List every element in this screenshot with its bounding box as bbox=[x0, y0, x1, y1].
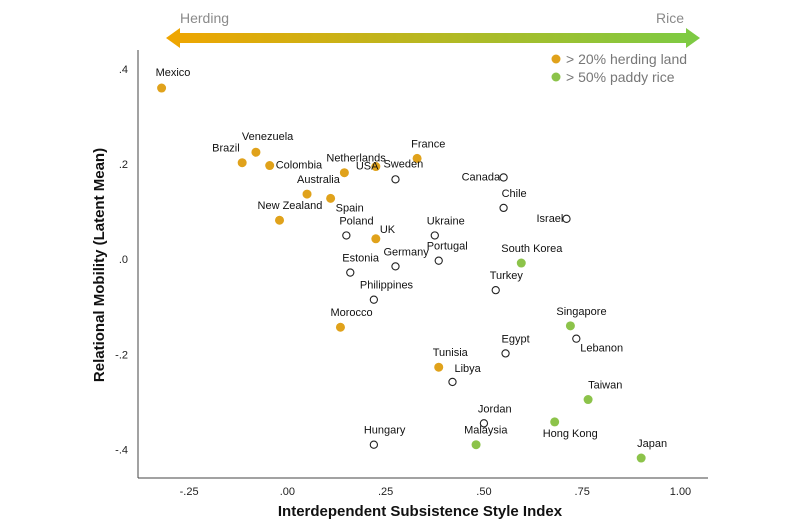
data-point-taiwan bbox=[583, 395, 593, 405]
data-point-philippines bbox=[369, 295, 379, 304]
data-point-jordan bbox=[479, 419, 489, 428]
point-label: Sweden bbox=[383, 158, 423, 170]
data-point-egypt bbox=[501, 349, 510, 358]
x-tick-label: -.25 bbox=[180, 486, 199, 498]
point-label: Turkey bbox=[490, 270, 524, 282]
point-label: France bbox=[411, 138, 445, 150]
data-point-estonia bbox=[346, 268, 355, 277]
point-label: Jordan bbox=[478, 403, 512, 415]
point-label: Venezuela bbox=[242, 131, 294, 143]
data-point-hong-kong bbox=[550, 417, 560, 427]
point-label: Spain bbox=[336, 202, 364, 214]
data-point-poland bbox=[342, 231, 351, 240]
point-label: Mexico bbox=[156, 67, 191, 79]
data-point-australia bbox=[302, 189, 312, 199]
arrow-left-label: Herding bbox=[180, 10, 229, 26]
data-point-sweden bbox=[391, 175, 400, 184]
data-point-portugal bbox=[434, 256, 443, 265]
data-point-japan bbox=[636, 453, 646, 463]
legend-herding-label: > 20% herding land bbox=[566, 51, 687, 67]
y-tick-label: -.4 bbox=[115, 444, 128, 456]
data-point-venezuela bbox=[251, 147, 261, 157]
x-tick-label: 1.00 bbox=[670, 486, 691, 498]
data-point-canada bbox=[499, 173, 508, 182]
point-label: Egypt bbox=[502, 333, 530, 345]
point-label: Estonia bbox=[342, 253, 380, 265]
point-label: Japan bbox=[637, 438, 667, 450]
data-point-netherlands bbox=[339, 168, 349, 178]
point-label: Hungary bbox=[364, 425, 406, 437]
point-label: Israel bbox=[536, 213, 563, 225]
point-label: Germany bbox=[383, 246, 429, 258]
point-label: Singapore bbox=[556, 306, 606, 318]
point-label: Colombia bbox=[276, 160, 323, 172]
data-point-israel bbox=[562, 214, 571, 223]
point-label: Chile bbox=[502, 188, 527, 200]
data-point-uk bbox=[371, 234, 381, 244]
point-label: Brazil bbox=[212, 143, 240, 155]
point-label: Hong Kong bbox=[543, 428, 598, 440]
point-label: USA bbox=[356, 161, 379, 173]
point-label: Portugal bbox=[427, 241, 468, 253]
legend-herding-swatch bbox=[551, 54, 561, 64]
point-label: Malaysia bbox=[464, 425, 508, 437]
data-point-mexico bbox=[157, 83, 167, 93]
axis-ticks: -.25 .00 .25 .50 .75 1.00 .4 .2 .0 -.2 -.4 bbox=[115, 64, 691, 498]
y-tick-label: .2 bbox=[119, 159, 128, 171]
point-label: New Zealand bbox=[258, 200, 323, 212]
data-point-tunisia bbox=[434, 362, 444, 372]
data-point-chile bbox=[499, 203, 508, 213]
data-point-ukraine bbox=[430, 231, 439, 240]
y-tick-label: .4 bbox=[119, 64, 128, 76]
data-point-south-korea bbox=[516, 258, 526, 268]
point-label: Poland bbox=[339, 215, 373, 227]
x-tick-label: .50 bbox=[476, 486, 491, 498]
legend-rice-swatch bbox=[551, 72, 561, 82]
direction-arrow: Herding Rice bbox=[166, 10, 700, 48]
x-tick-label: .25 bbox=[378, 486, 393, 498]
data-point-brazil bbox=[237, 158, 247, 168]
point-label: Philippines bbox=[360, 280, 414, 292]
data-point-colombia bbox=[265, 161, 275, 171]
data-point-morocco bbox=[335, 322, 345, 332]
point-label: UK bbox=[380, 224, 396, 236]
arrow-body bbox=[166, 28, 700, 48]
point-label: South Korea bbox=[501, 243, 563, 255]
point-label: Lebanon bbox=[580, 343, 623, 355]
data-point-singapore bbox=[565, 321, 575, 331]
data-point-france bbox=[412, 153, 422, 163]
legend: > 20% herding land > 50% paddy rice bbox=[551, 51, 687, 85]
data-point-libya bbox=[448, 377, 457, 387]
point-label: Ukraine bbox=[427, 215, 465, 227]
point-label: Libya bbox=[454, 363, 481, 375]
x-tick-label: .00 bbox=[280, 486, 295, 498]
point-label: Canada bbox=[462, 171, 501, 183]
data-point-turkey bbox=[491, 286, 500, 295]
data-point-germany bbox=[391, 262, 400, 271]
point-label: Australia bbox=[297, 174, 341, 186]
y-tick-label: .0 bbox=[119, 254, 128, 266]
y-axis-title: Relational Mobility (Latent Mean) bbox=[91, 148, 108, 382]
point-label: Tunisia bbox=[433, 347, 469, 359]
data-point-usa bbox=[371, 162, 381, 172]
data-point-lebanon bbox=[572, 334, 581, 343]
data-point-malaysia bbox=[471, 440, 481, 450]
data-point-new-zealand bbox=[275, 215, 285, 225]
y-tick-label: -.2 bbox=[115, 349, 128, 361]
arrow-right-label: Rice bbox=[656, 10, 684, 26]
x-axis-title: Interdependent Subsistence Style Index bbox=[278, 503, 563, 520]
x-tick-label: .75 bbox=[575, 486, 590, 498]
point-label: Netherlands bbox=[326, 153, 386, 165]
point-label: Taiwan bbox=[588, 380, 622, 392]
data-point-spain bbox=[326, 193, 336, 203]
legend-rice-label: > 50% paddy rice bbox=[566, 69, 675, 85]
point-label: Morocco bbox=[330, 307, 372, 319]
data-point-hungary bbox=[369, 440, 379, 449]
plot-frame bbox=[137, 50, 708, 479]
